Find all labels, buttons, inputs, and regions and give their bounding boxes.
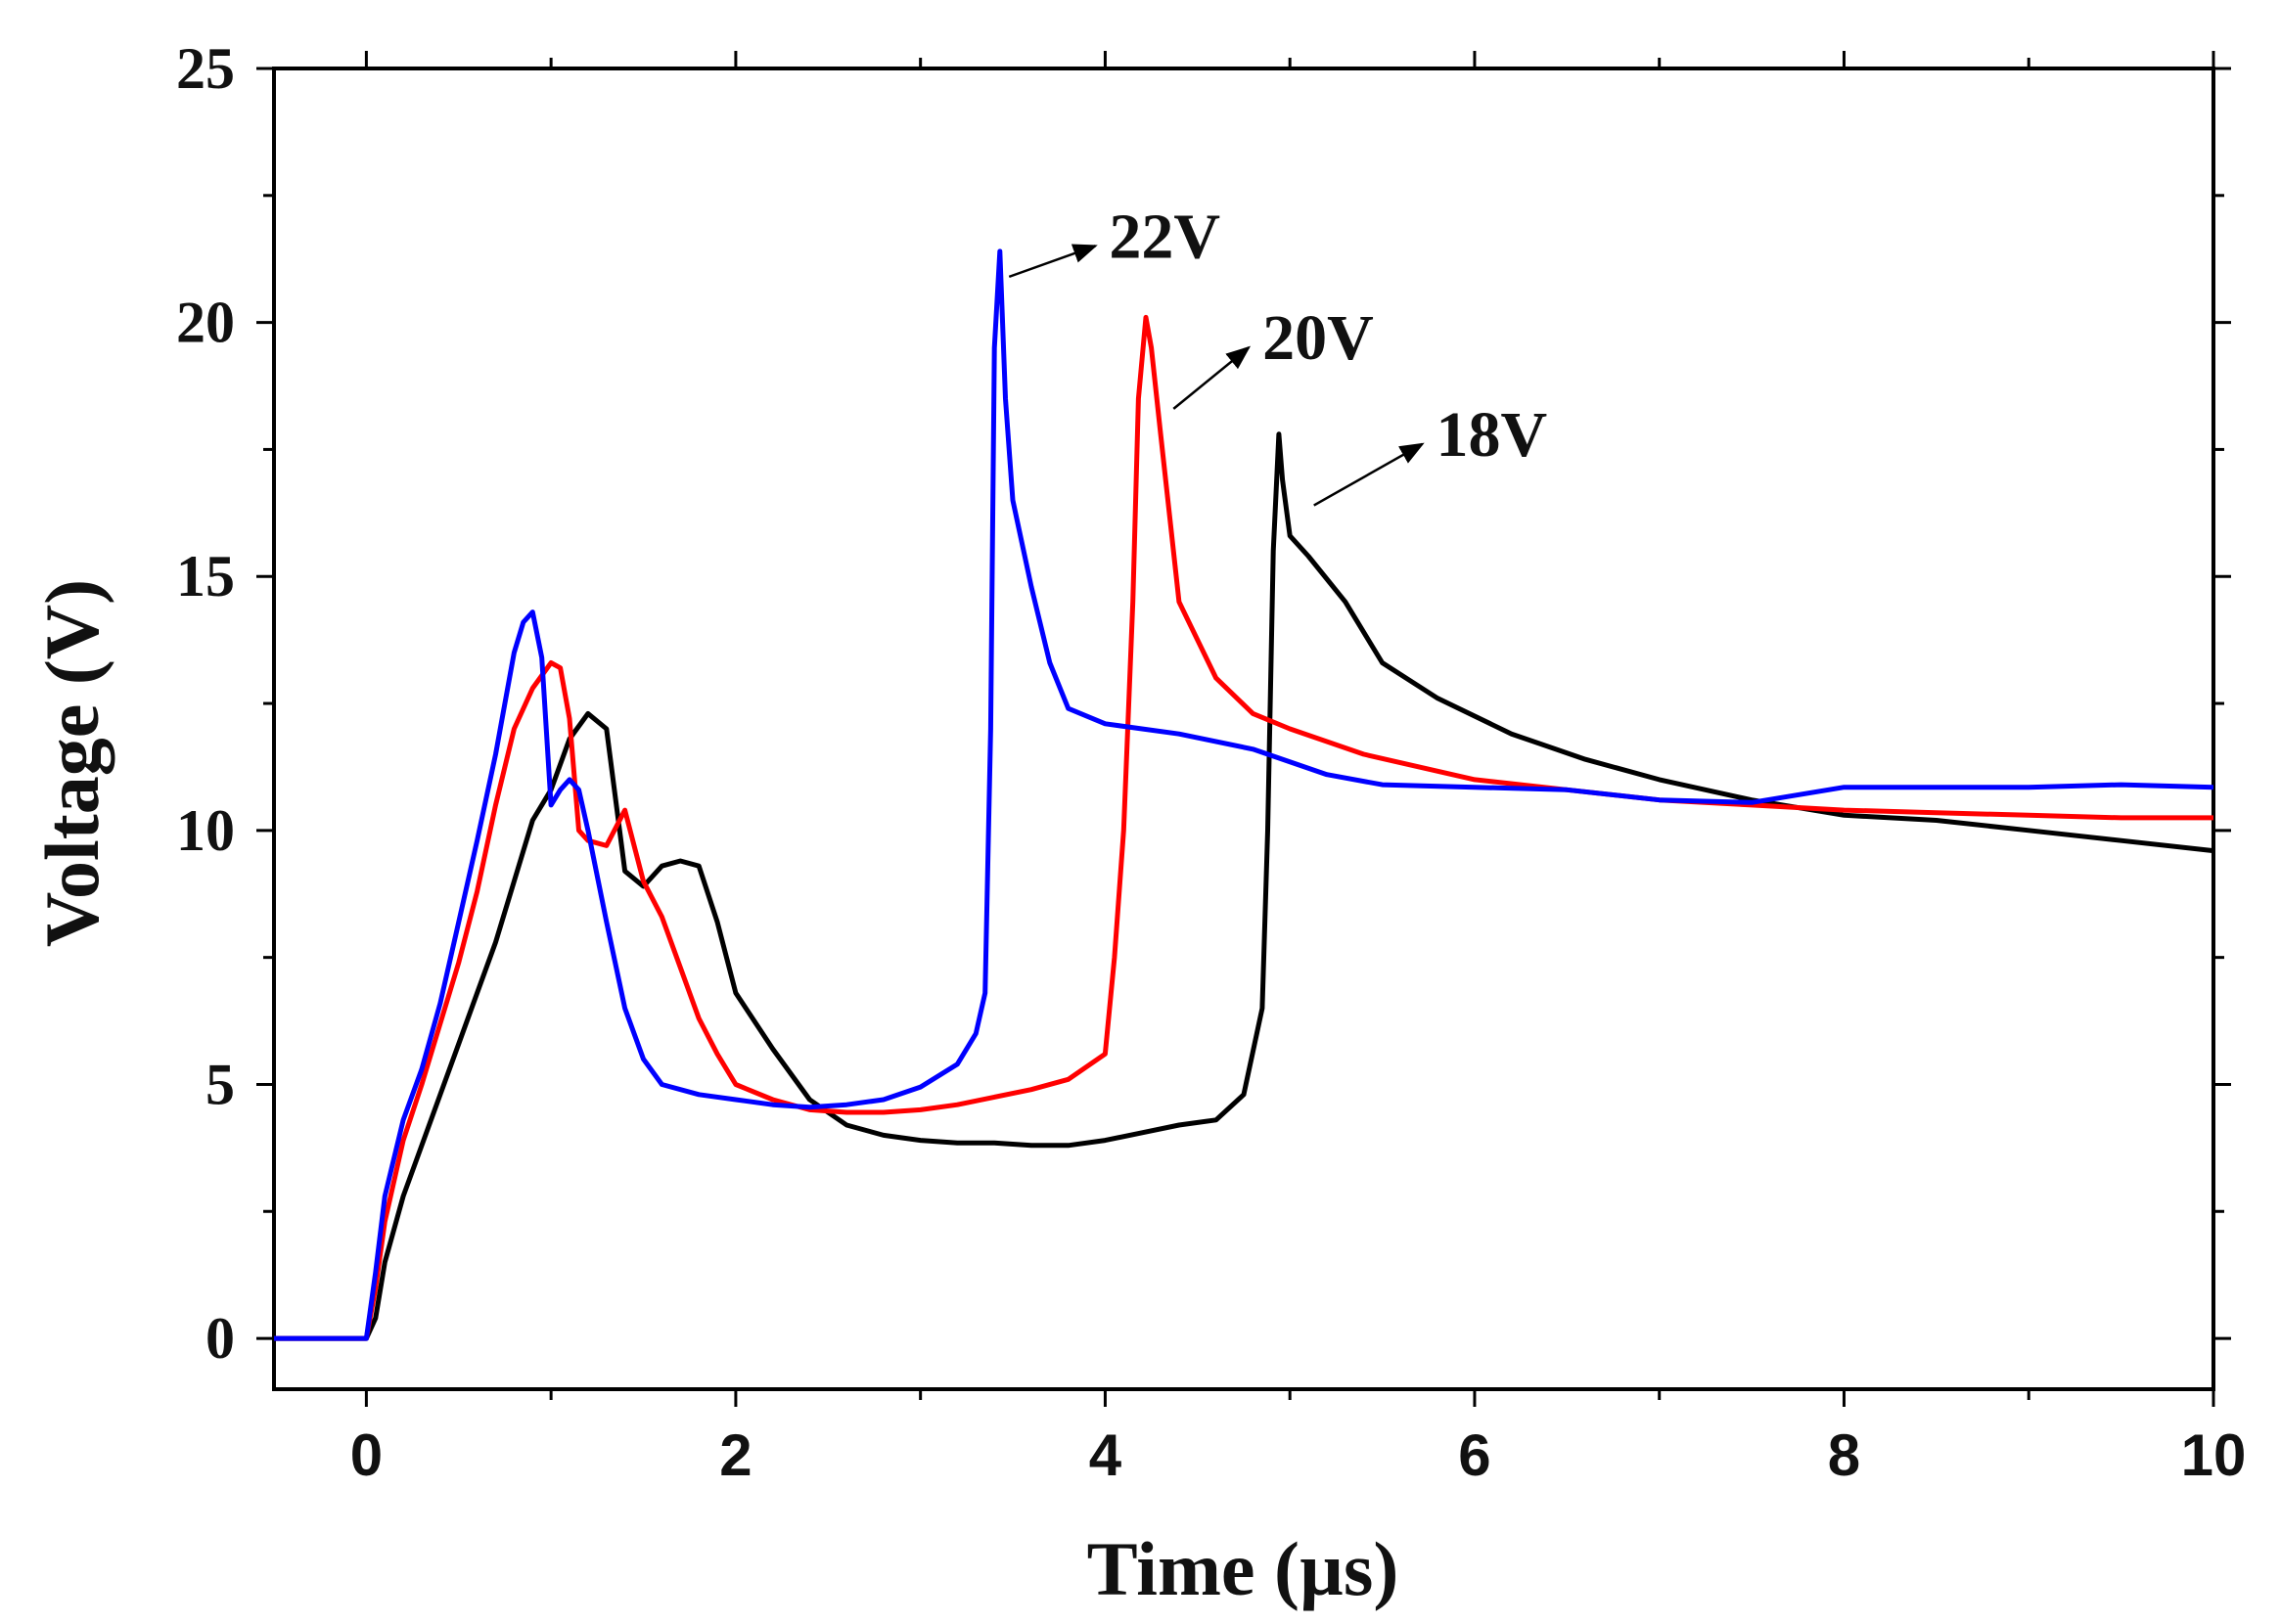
x-tick-label: 4 (1089, 1422, 1122, 1488)
annotations: 22V 20V 18V (1008, 201, 1548, 507)
y-axis-title: Voltage (V) (29, 579, 114, 947)
y-tick-label: 25 (176, 36, 235, 101)
annotation-arrow (1313, 442, 1425, 507)
x-tick-label: 0 (350, 1422, 383, 1488)
series-line-18V (274, 431, 2214, 1341)
x-axis-title: Time (µs) (1087, 1526, 1399, 1611)
x-tick-label: 8 (1828, 1422, 1860, 1488)
x-tick-label: 10 (2181, 1422, 2247, 1488)
y-tick-label: 10 (176, 798, 235, 863)
y-tick-label: 15 (176, 544, 235, 609)
series-line-20V (274, 314, 2213, 1341)
y-tick-label: 20 (176, 291, 235, 355)
annotation-label: 18V (1436, 399, 1548, 471)
annotation-arrow (1008, 244, 1098, 279)
annotation-label: 22V (1109, 201, 1220, 272)
plot-frame (272, 67, 2215, 1391)
plot-border (272, 67, 2215, 1391)
x-tick-label: 2 (719, 1422, 752, 1488)
y-tick-label: 5 (205, 1052, 235, 1116)
annotation-label: 20V (1262, 302, 1374, 374)
series-line-22V (274, 248, 2214, 1341)
series-lines (274, 248, 2214, 1341)
annotation-arrow (1172, 345, 1252, 410)
axis-ticks (256, 51, 2231, 1407)
tick-labels: 0 2 4 6 8 10 0 5 10 15 20 25 (176, 36, 2246, 1488)
y-tick-label: 0 (205, 1306, 235, 1371)
x-tick-label: 6 (1458, 1422, 1490, 1488)
